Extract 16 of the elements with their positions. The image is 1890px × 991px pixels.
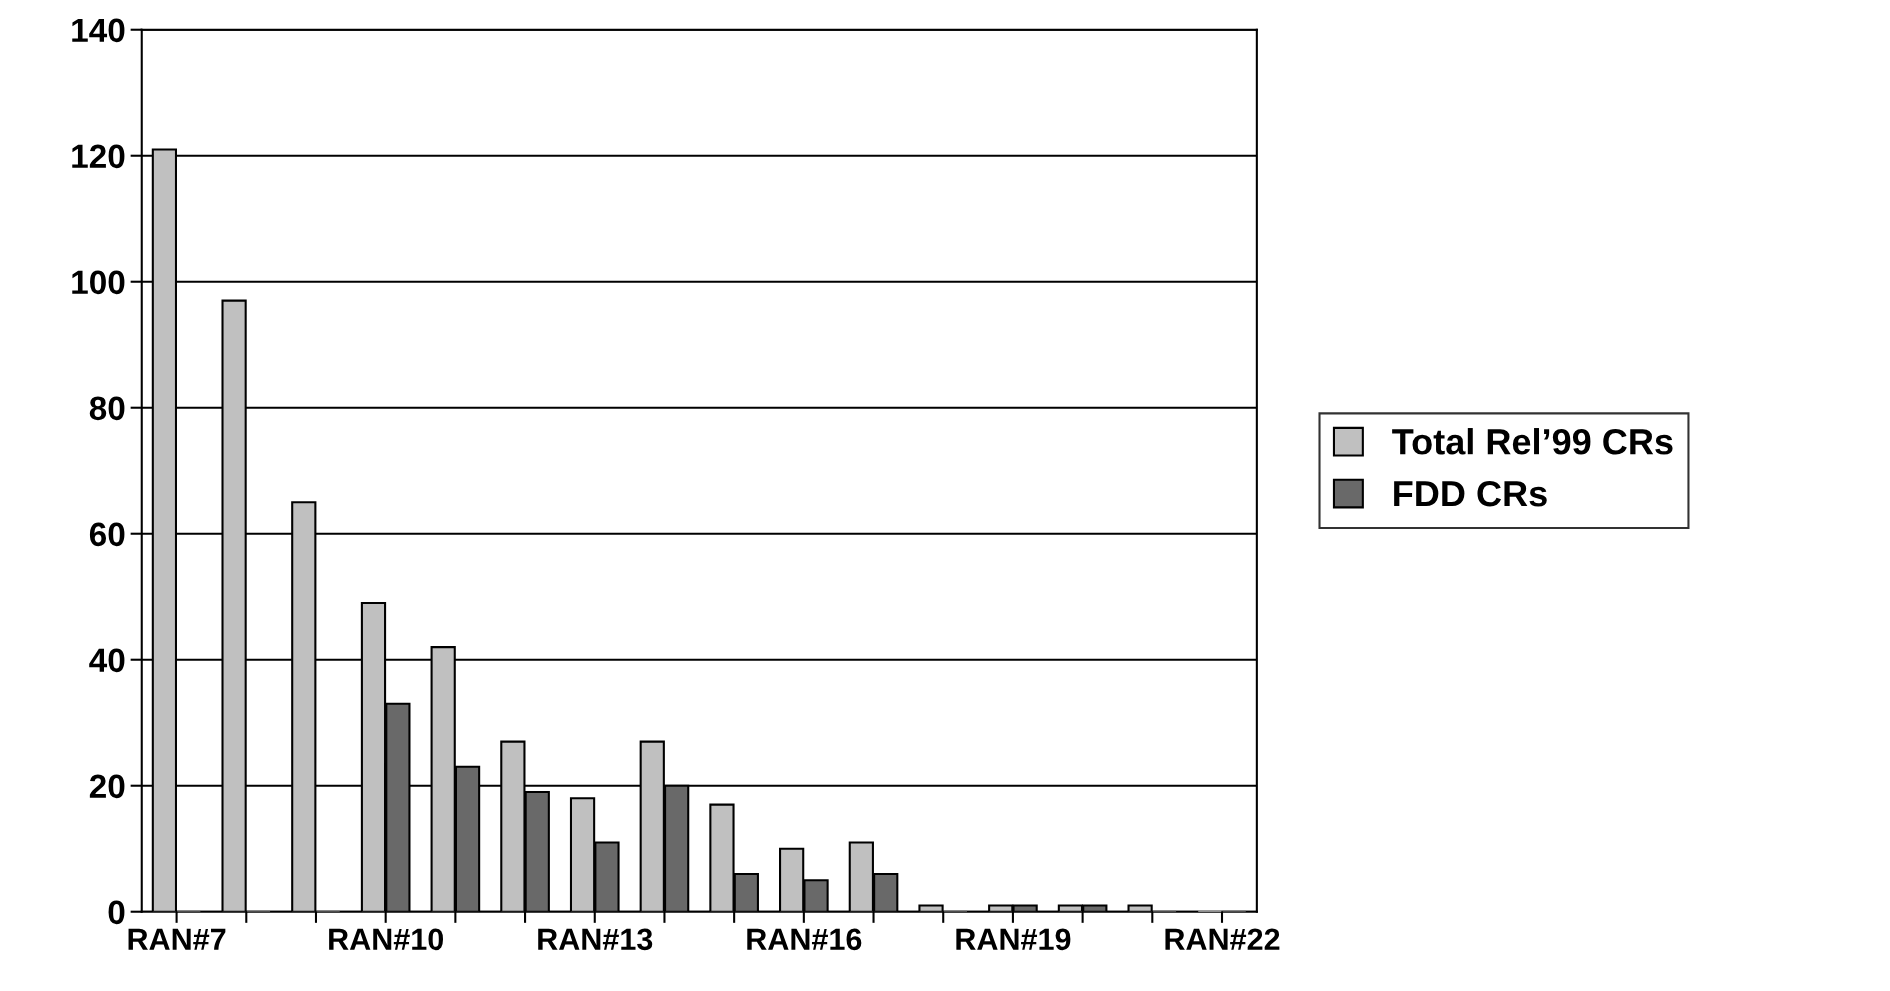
y-tick-label: 0 <box>108 900 125 925</box>
y-tick-label: 80 <box>89 396 125 421</box>
x-tick-label: RAN#19 <box>956 928 1071 951</box>
legend-label: FDD CRs <box>1394 480 1547 507</box>
legend-label: Total Rel’99 CRs <box>1392 428 1673 455</box>
x-tick-label: RAN#13 <box>538 928 653 951</box>
x-tick-label: RAN#22 <box>1165 928 1280 950</box>
y-tick-label: 20 <box>89 774 125 799</box>
y-tick-label: 140 <box>72 18 125 43</box>
x-tick-label: RAN#7 <box>128 928 226 950</box>
x-tick-label: RAN#10 <box>329 928 444 951</box>
y-tick-label: 120 <box>72 144 125 169</box>
x-tick-label: RAN#16 <box>747 928 862 951</box>
y-tick-label: 40 <box>89 648 125 673</box>
y-tick-label: 100 <box>72 270 125 295</box>
y-tick-label: 60 <box>89 522 125 547</box>
